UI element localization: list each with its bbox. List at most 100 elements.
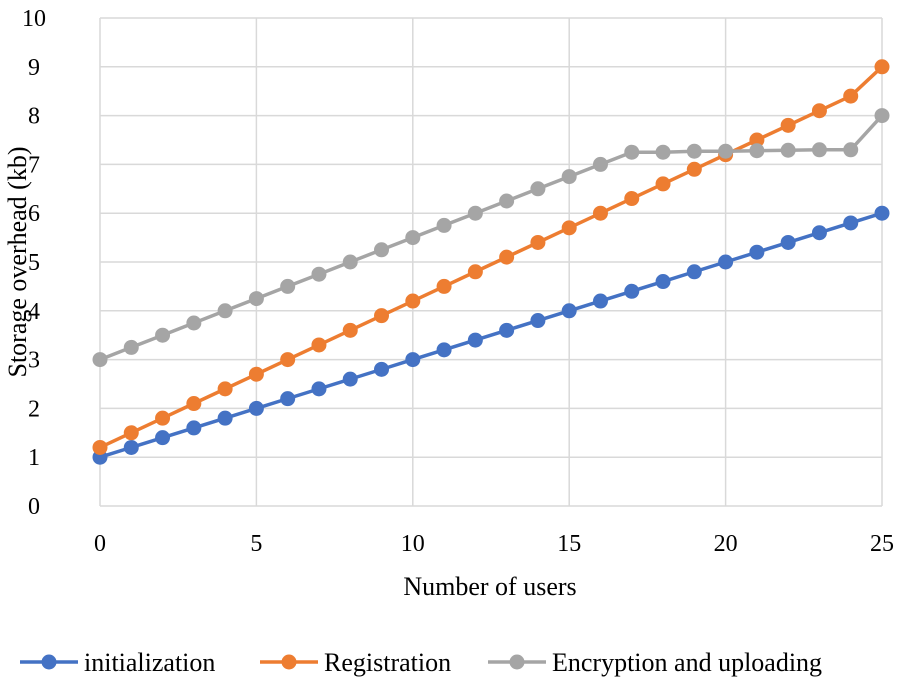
- data-point: [374, 308, 390, 324]
- data-point: [530, 181, 546, 197]
- data-point: [374, 242, 390, 258]
- data-point: [499, 322, 515, 338]
- data-point: [123, 439, 139, 455]
- y-tick-label: 4: [28, 299, 40, 325]
- y-tick-label: 9: [28, 55, 40, 81]
- y-tick-label: 0: [28, 494, 40, 520]
- data-point: [248, 400, 264, 416]
- legend-marker: [509, 654, 525, 670]
- series-line-2: [99, 114, 884, 362]
- data-point: [592, 293, 608, 309]
- data-point: [686, 143, 702, 159]
- y-tick-label: 7: [28, 152, 40, 178]
- data-point: [874, 59, 890, 75]
- data-point: [405, 293, 421, 309]
- series-markers: [92, 59, 890, 465]
- data-point: [155, 430, 171, 446]
- data-point: [530, 313, 546, 329]
- data-point: [92, 352, 108, 368]
- data-point: [374, 361, 390, 377]
- y-tick-label: 8: [28, 104, 40, 130]
- data-point: [217, 410, 233, 426]
- x-tick-label: 25: [870, 531, 894, 557]
- data-point: [780, 117, 796, 133]
- data-point: [436, 342, 452, 358]
- y-tick-label: 3: [28, 348, 40, 374]
- data-point: [811, 103, 827, 119]
- data-point: [186, 396, 202, 412]
- data-point: [718, 254, 734, 270]
- data-point: [467, 205, 483, 221]
- data-point: [123, 339, 139, 355]
- data-point: [217, 303, 233, 319]
- series-line-0: [99, 211, 883, 459]
- y-tick-label: 6: [28, 201, 40, 227]
- data-point: [499, 193, 515, 209]
- data-point: [530, 234, 546, 250]
- data-point: [686, 161, 702, 177]
- data-point: [280, 352, 296, 368]
- x-tick-label: 15: [557, 531, 581, 557]
- legend-marker: [281, 654, 297, 670]
- legend-label: Encryption and uploading: [552, 648, 822, 677]
- data-point: [467, 264, 483, 280]
- data-point: [499, 249, 515, 265]
- data-point: [342, 371, 358, 387]
- y-tick-label: 5: [28, 250, 40, 276]
- x-tick-label: 10: [401, 531, 425, 557]
- data-point: [780, 234, 796, 250]
- y-axis-ticks: 0 1 2 3 4 5 6 7 8 9 10: [22, 6, 46, 520]
- legend-marker: [41, 654, 57, 670]
- data-point: [311, 381, 327, 397]
- data-point: [780, 142, 796, 158]
- data-point: [92, 439, 108, 455]
- data-point: [436, 217, 452, 233]
- y-tick-label: 10: [22, 6, 46, 32]
- legend: initialization Registration Encryption and…: [20, 648, 822, 677]
- data-point: [749, 244, 765, 260]
- data-point: [749, 132, 765, 148]
- data-point: [186, 420, 202, 436]
- x-axis-ticks: 0 5 10 15 20 25: [94, 531, 894, 557]
- data-point: [624, 283, 640, 299]
- data-point: [248, 291, 264, 307]
- data-point: [655, 176, 671, 192]
- y-tick-label: 2: [28, 396, 40, 422]
- data-point: [405, 352, 421, 368]
- y-axis-title: Storage overhead (kb): [3, 146, 32, 377]
- data-point: [624, 191, 640, 207]
- x-tick-label: 0: [94, 531, 106, 557]
- data-point: [592, 205, 608, 221]
- data-point: [874, 108, 890, 124]
- data-point: [843, 215, 859, 231]
- grid: [99, 17, 883, 507]
- data-point: [718, 143, 734, 159]
- data-point: [561, 169, 577, 185]
- data-point: [874, 205, 890, 221]
- data-point: [342, 254, 358, 270]
- data-point: [280, 278, 296, 294]
- data-point: [311, 266, 327, 282]
- data-point: [467, 332, 483, 348]
- data-point: [811, 225, 827, 241]
- data-point: [686, 264, 702, 280]
- data-point: [123, 425, 139, 441]
- data-point: [811, 142, 827, 158]
- data-point: [436, 278, 452, 294]
- data-point: [655, 144, 671, 160]
- data-point: [405, 230, 421, 246]
- data-point: [561, 303, 577, 319]
- legend-label: initialization: [84, 648, 215, 677]
- data-point: [749, 143, 765, 159]
- data-point: [342, 322, 358, 338]
- data-point: [248, 366, 264, 382]
- legend-label: Registration: [324, 648, 451, 677]
- data-point: [155, 327, 171, 343]
- data-point: [843, 142, 859, 158]
- data-point: [561, 220, 577, 236]
- data-point: [155, 410, 171, 426]
- series-line-1: [99, 65, 884, 450]
- data-point: [311, 337, 327, 353]
- data-point: [655, 274, 671, 290]
